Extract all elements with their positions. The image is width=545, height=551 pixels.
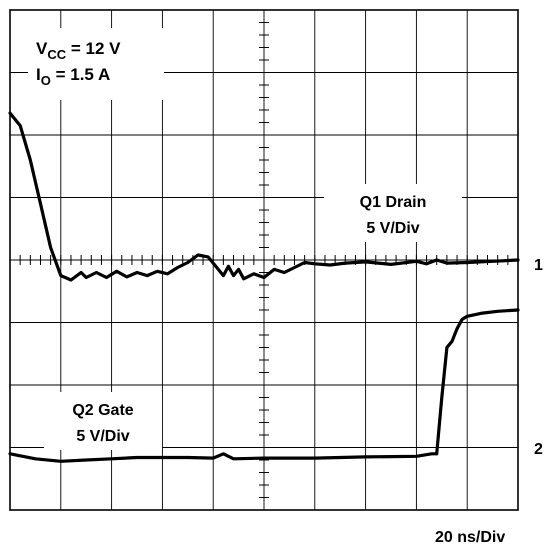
trace-2-line bbox=[8, 308, 520, 463]
ch1-scale: 5 V/Div bbox=[366, 220, 419, 237]
traces bbox=[8, 111, 520, 463]
ch2-title: Q2 Gate bbox=[72, 402, 133, 419]
ch1-label-box bbox=[324, 184, 462, 242]
ch2-scale: 5 V/Div bbox=[76, 428, 129, 445]
ch1-marker: 1 bbox=[534, 257, 543, 274]
ch2-marker: 2 bbox=[534, 441, 543, 458]
timebase-label: 20 ns/Div bbox=[435, 529, 505, 546]
ch1-title: Q1 Drain bbox=[360, 194, 427, 211]
vcc-label: VCC = 12 V bbox=[36, 39, 121, 62]
trace-1-line bbox=[8, 111, 520, 282]
io-label: IO = 1.5 A bbox=[36, 65, 110, 88]
ch2-label-box bbox=[44, 392, 162, 450]
settings-box bbox=[28, 28, 164, 100]
